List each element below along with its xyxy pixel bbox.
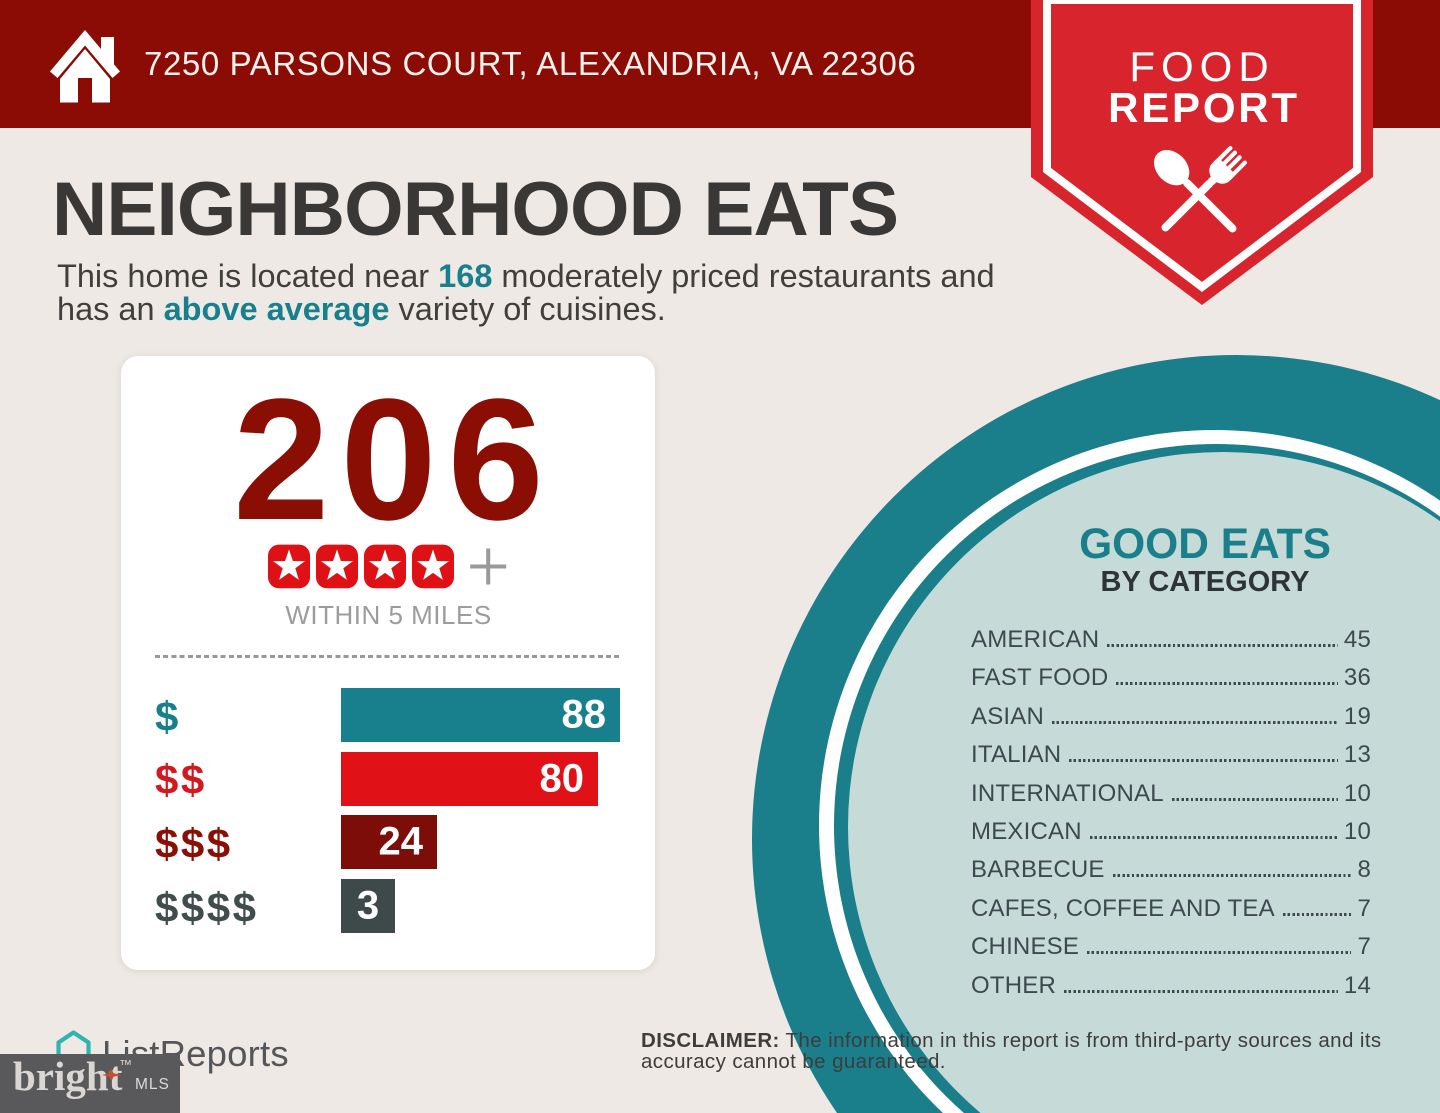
svg-text:FOOD: FOOD: [1129, 43, 1274, 90]
svg-text:REPORT: REPORT: [1108, 84, 1300, 131]
